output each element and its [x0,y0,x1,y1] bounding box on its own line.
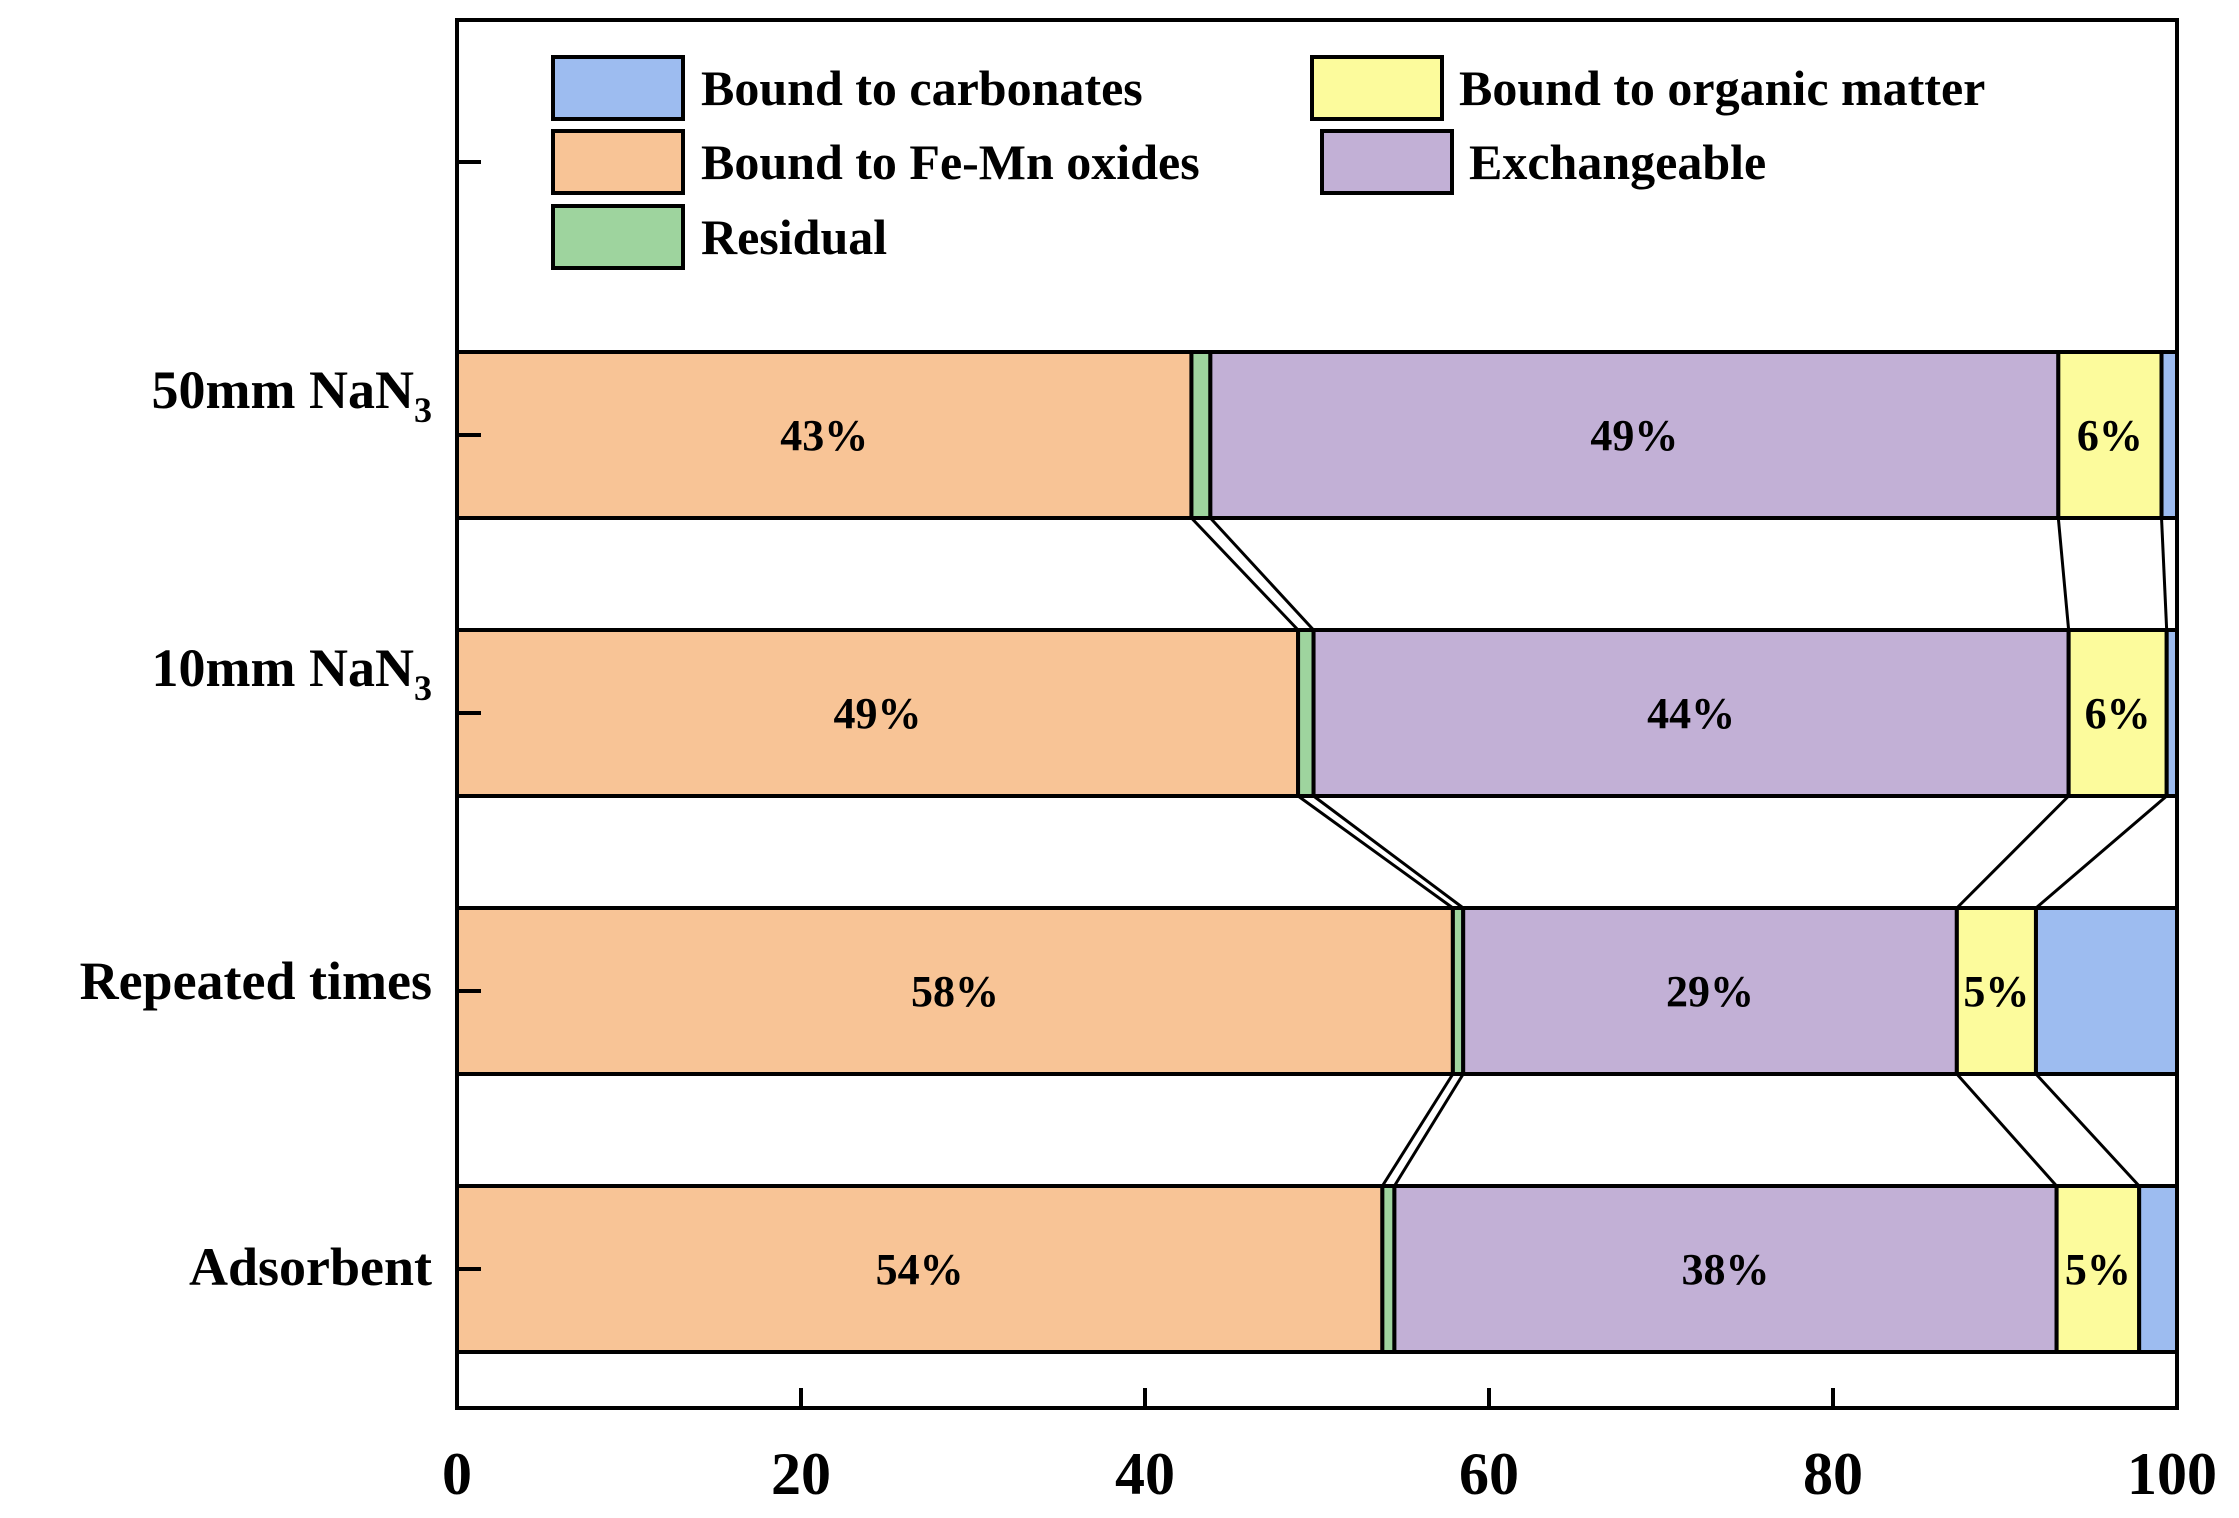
x-tick-label-4: 80 [1803,1441,1863,1507]
connector-0-2 [2056,517,2071,631]
bar-segment-bound-to-carbonates-3 [2137,1184,2179,1354]
legend-label-carbonates: Bound to carbonates [701,60,1143,116]
bar-segment-bound-to-fe-mn-oxides-0 [455,350,1194,520]
data-label-3-0: 6% [2077,411,2143,460]
category-label-3: Adsorbent [189,1237,432,1297]
connector-0-3 [2160,517,2169,631]
x-tick-label-2: 40 [1115,1441,1175,1507]
bar-segment-exchangeable-3 [1392,1184,2059,1354]
connector-2-1 [1393,1073,1465,1187]
connector-2-3 [2034,1072,2141,1188]
bar-segment-exchangeable-0 [1208,350,2061,520]
bar-segment-bound-to-fe-mn-oxides-3 [455,1184,1385,1354]
connector-1-2 [1955,794,2070,910]
connector-0-1 [1209,516,1315,632]
bars: 43% 49% 6% 49% 44% 6% 58% 29% 5% 54% 38% 5% [455,350,2180,1354]
data-label-3-1: 6% [2085,689,2151,738]
legend-item-femn: Bound to Fe-Mn oxides [551,129,1200,195]
category-label-2: Repeated times [80,951,432,1011]
legend-item-organic: Bound to organic matter [1310,55,1985,121]
legend-label-femn: Bound to Fe-Mn oxides [701,134,1200,190]
data-label-2-0: 49% [1590,411,1678,460]
x-tick-label-3: 60 [1459,1441,1519,1507]
category-label-1: 10mm NaN3 [152,638,432,708]
data-label-0-0: 43% [780,411,868,460]
connector-1-0 [1297,794,1454,910]
x-tick-label-1: 20 [771,1441,831,1507]
data-label-0-1: 49% [834,689,922,738]
bar-segment-exchangeable-2 [1461,906,1959,1076]
legend-label-exchangeable: Exchangeable [1469,134,1766,190]
connector-lines [1190,516,2169,1188]
data-label-3-2: 5% [1963,967,2029,1016]
data-label-0-2: 58% [911,967,999,1016]
legend-swatch-residual [551,204,685,270]
bar-segment-residual-0 [1189,350,1213,520]
category-label-0: 50mm NaN3 [152,360,432,430]
legend-swatch-carbonates [551,55,685,121]
bar-segment-bound-to-organic-matter-3 [2054,1184,2142,1354]
bar-segment-exchangeable-1 [1311,628,2071,798]
bar-segment-bound-to-carbonates-2 [2033,906,2179,1076]
legend-swatch-femn [551,129,685,195]
legend-item-carbonates: Bound to carbonates [551,55,1143,121]
x-tick-label-5: 100 [2127,1441,2217,1507]
data-label-2-1: 44% [1647,689,1735,738]
data-label-2-2: 29% [1666,967,1754,1016]
axis-ticks [455,160,2179,1408]
data-label-0-3: 54% [876,1245,964,1294]
legend: Bound to carbonates Bound to organic mat… [551,55,1985,270]
connector-1-1 [1312,794,1465,910]
legend-item-exchangeable: Exchangeable [1320,129,1766,195]
bar-segment-bound-to-carbonates-1 [2164,628,2179,798]
legend-swatch-organic [1310,55,1444,121]
legend-item-residual: Residual [551,204,887,270]
connector-2-2 [1955,1073,2058,1187]
data-label-3-3: 5% [2065,1245,2131,1294]
x-tick-label-0: 0 [442,1441,472,1507]
legend-label-residual: Residual [701,209,887,265]
connector-0-0 [1190,516,1300,632]
connector-2-0 [1381,1073,1455,1187]
legend-label-organic: Bound to organic matter [1459,60,1985,116]
bar-segment-residual-1 [1296,628,1316,798]
bar-segment-bound-to-organic-matter-1 [2066,628,2169,798]
data-label-2-3: 38% [1682,1245,1770,1294]
legend-swatch-exchangeable [1320,129,1454,195]
bar-segment-bound-to-carbonates-0 [2159,350,2180,520]
connector-1-3 [2034,794,2168,910]
